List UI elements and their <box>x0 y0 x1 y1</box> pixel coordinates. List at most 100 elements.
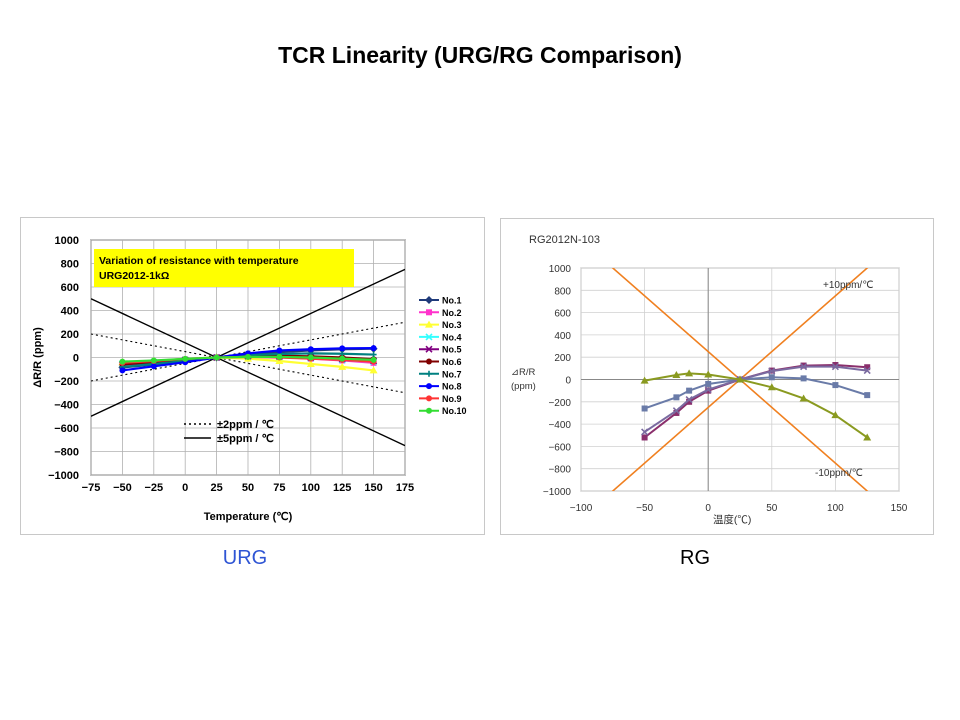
rg-data-point <box>704 370 713 378</box>
urg-y-tick-label: 800 <box>61 259 79 271</box>
urg-x-tick-label: 125 <box>333 482 351 494</box>
rg-y-tick-label: 0 <box>565 376 571 387</box>
urg-data-point <box>275 357 284 365</box>
urg-legend-marker <box>425 333 433 341</box>
urg-series-group <box>118 344 378 374</box>
rg-data-point <box>704 385 712 394</box>
rg-data-point <box>672 407 680 415</box>
urg-y-tick-label: −800 <box>54 447 79 459</box>
urg-legend-marker <box>426 395 432 402</box>
urg-data-point <box>213 354 220 361</box>
rg-data-point <box>800 363 808 371</box>
urg-data-point <box>276 353 283 360</box>
rg-x-tick-label: 150 <box>891 503 908 514</box>
rg-chart: RG2012N-103 −100 −50 0 50 100 150 −1000 −800 −600… <box>511 234 908 526</box>
rg-chart-title: RG2012N-103 <box>529 234 600 246</box>
rg-x-tick-label: −50 <box>636 503 653 514</box>
urg-x-tick-label: 100 <box>302 482 320 494</box>
urg-y-tick-label: −1000 <box>48 470 79 482</box>
urg-legend-label: No.5 <box>442 345 462 355</box>
urg-data-point <box>338 362 347 370</box>
urg-y-tick-label: −200 <box>54 376 79 388</box>
rg-y-tick-label: −600 <box>548 442 571 453</box>
urg-data-point <box>150 357 157 364</box>
rg-caption: RG <box>680 547 710 569</box>
urg-legend-label: No.4 <box>442 332 462 342</box>
rg-y-tick-label: −200 <box>548 398 571 409</box>
urg-data-point <box>276 347 283 354</box>
urg-reference-line <box>91 298 405 447</box>
rg-data-point <box>864 392 871 399</box>
rg-data-point <box>641 434 648 441</box>
urg-data-point <box>307 346 314 353</box>
urg-legend-label: No.1 <box>442 296 462 306</box>
rg-annotation-minus: -10ppm/℃ <box>815 468 863 479</box>
urg-legend-label: No.7 <box>442 369 462 379</box>
urg-data-point <box>119 367 126 374</box>
urg-annotation-line2: URG2012-1kΩ <box>99 270 169 282</box>
urg-data-point <box>307 354 314 361</box>
urg-annotation-box <box>94 249 354 287</box>
rg-data-point <box>768 374 775 381</box>
urg-chart-panel: −75 −50 −25 0 25 50 75 100 125 150 175 −1000 −800 −60… <box>20 217 485 535</box>
rg-y-tick-label: 400 <box>554 331 571 342</box>
urg-legend-marker <box>425 320 433 328</box>
urg-x-tick-label: 175 <box>396 482 414 494</box>
urg-x-tick-label: 0 <box>182 482 188 494</box>
urg-legend-marker <box>426 383 432 390</box>
rg-y-axis-label-line2: (ppm) <box>511 381 536 392</box>
urg-y-tick-label: −400 <box>54 400 79 412</box>
urg-x-tick-label: 75 <box>273 482 285 494</box>
urg-annotation-line1: Variation of resistance with temperature <box>99 255 299 267</box>
rg-y-tick-label: −800 <box>548 465 571 476</box>
rg-data-point <box>672 371 681 379</box>
urg-legend-label: No.6 <box>442 357 462 367</box>
urg-x-tick-label: −75 <box>82 482 101 494</box>
urg-legend-marker <box>425 345 433 353</box>
urg-legend-marker <box>426 370 432 377</box>
rg-x-axis-label: 温度(℃) <box>713 513 752 526</box>
urg-legend-line-label: ±2ppm / ℃ <box>217 419 274 431</box>
rg-y-tick-label: 1000 <box>549 264 572 275</box>
urg-chart: −75 −50 −25 0 25 50 75 100 125 150 175 −1000 −800 −60… <box>32 235 467 523</box>
rg-data-point <box>863 433 872 441</box>
rg-x-tick-label: 100 <box>827 503 844 514</box>
rg-data-point <box>686 387 693 394</box>
urg-reference-line <box>91 333 405 394</box>
rg-data-point <box>673 394 680 401</box>
urg-data-point <box>182 355 189 362</box>
rg-y-tick-label: 600 <box>554 309 571 320</box>
rg-x-tick-label: −100 <box>570 503 593 514</box>
urg-y-axis-label: ΔR/R (ppm) <box>32 327 44 388</box>
urg-data-point <box>339 345 346 352</box>
rg-data-point <box>673 409 680 416</box>
rg-series-group <box>640 362 872 441</box>
urg-data-point <box>150 363 157 370</box>
rg-data-point <box>640 376 649 384</box>
rg-data-point <box>831 411 840 419</box>
urg-x-tick-label: 25 <box>210 482 222 494</box>
rg-y-tick-label: 200 <box>554 353 571 364</box>
slide-title: TCR Linearity (URG/RG Comparison) <box>278 42 682 68</box>
rg-annotation-plus: +10ppm/℃ <box>823 280 873 291</box>
urg-data-point <box>339 355 346 362</box>
rg-y-tick-label: 800 <box>554 286 571 297</box>
urg-data-point <box>370 351 377 358</box>
urg-y-tick-label: 0 <box>73 353 79 365</box>
rg-data-point <box>799 394 808 402</box>
rg-y-axis-label-line1: ⊿R/R <box>511 367 535 378</box>
urg-legend-label: No.9 <box>442 394 462 404</box>
rg-data-point <box>800 375 807 382</box>
urg-legend-label: No.10 <box>442 406 467 416</box>
urg-reference-line <box>91 268 405 417</box>
rg-data-point <box>864 364 871 371</box>
urg-data-point <box>119 358 126 365</box>
urg-y-tick-label: 1000 <box>55 235 79 247</box>
urg-reference-lines <box>91 268 405 447</box>
urg-data-point <box>369 366 378 374</box>
urg-legend-label: No.8 <box>442 382 462 392</box>
urg-data-point <box>370 345 377 352</box>
urg-legend-label: No.2 <box>442 308 462 318</box>
urg-legend-marker <box>426 309 432 316</box>
rg-data-point <box>641 428 649 436</box>
